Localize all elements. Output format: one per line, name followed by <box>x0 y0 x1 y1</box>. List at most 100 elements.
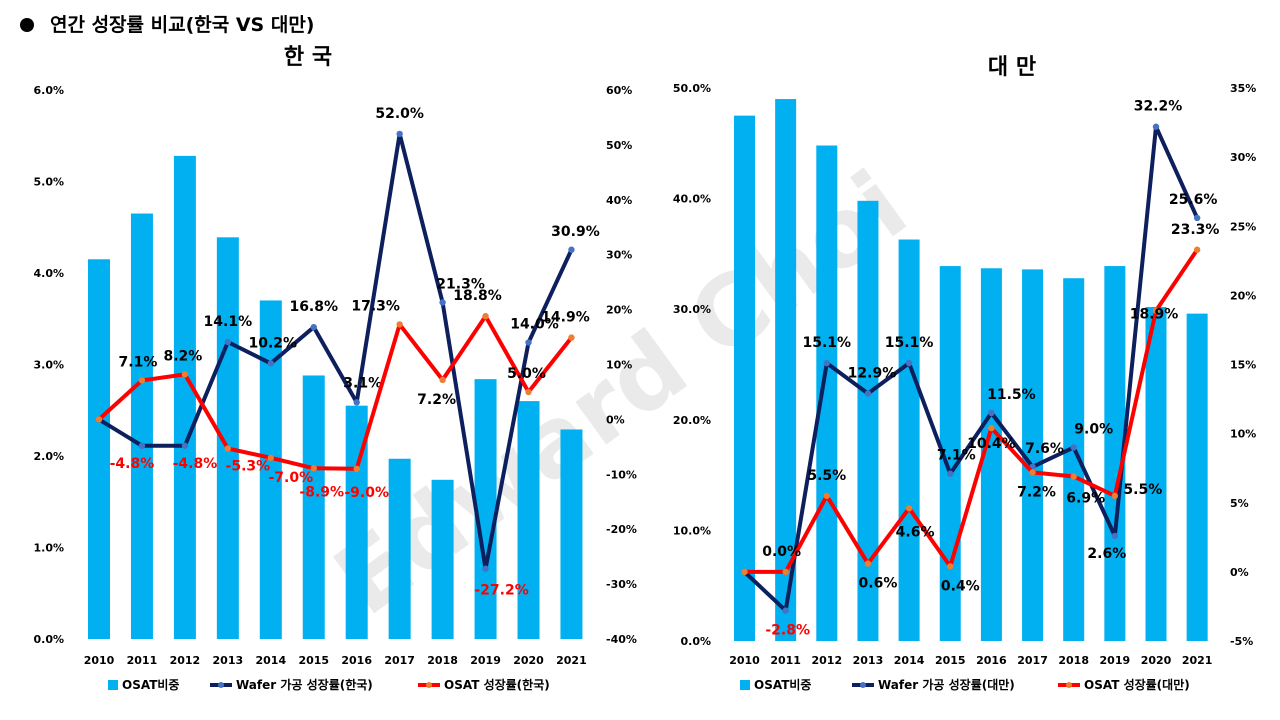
osat-point <box>782 568 789 576</box>
wafer-point <box>823 359 830 367</box>
osat-growth-line <box>744 248 1199 574</box>
osat-data-label: 18.8% <box>453 288 502 304</box>
x-tick-label: 2011 <box>770 654 801 667</box>
x-tick-label: 2013 <box>853 654 884 667</box>
x-tick-label: 2012 <box>811 654 842 667</box>
x-tick-label: 2017 <box>384 654 415 667</box>
page-title: 연간 성장률 비교(한국 VS 대만) <box>20 10 315 37</box>
y-left-tick-label: 3.0% <box>33 359 64 372</box>
wafer-data-label: 32.2% <box>1134 99 1183 115</box>
x-tick-label: 2021 <box>556 654 587 667</box>
legend-marker <box>426 682 432 688</box>
wafer-data-label: 30.9% <box>551 224 600 240</box>
y-right-tick-label: 20% <box>606 304 632 317</box>
y-left-tick-label: 0.0% <box>33 633 64 646</box>
osat-growth-line <box>97 314 574 471</box>
osat-point <box>905 505 913 512</box>
wafer-data-label: 7.1% <box>937 448 976 464</box>
bar <box>130 213 153 639</box>
bar <box>980 268 1002 641</box>
wafer-growth-line <box>97 131 574 571</box>
osat-data-label: 7.1% <box>119 354 158 370</box>
x-tick-label: 2020 <box>513 654 544 667</box>
wafer-point <box>864 390 872 397</box>
y-left-tick-label: 0.0% <box>680 635 711 648</box>
chart-title: 대 만 <box>988 55 1036 80</box>
osat-data-label: 23.3% <box>1171 222 1220 238</box>
osat-data-label: 7.2% <box>1017 484 1056 500</box>
legend-bar-swatch <box>740 680 750 690</box>
wafer-data-label: 12.9% <box>848 366 897 382</box>
osat-point <box>95 416 103 423</box>
y-left-tick-label: 30.0% <box>673 303 711 316</box>
y-right-tick-label: 40% <box>606 194 632 207</box>
y-right-tick-label: 35% <box>1230 82 1256 95</box>
osat-point <box>947 563 954 570</box>
osat-point <box>741 568 748 576</box>
chart-taiwan: 대 만 0.0% 10.0% 20.0% 30.0% 40.0% 50.0% -5% 0% 5% 1… <box>673 55 1257 692</box>
y-right-tick-label: -20% <box>606 523 637 536</box>
wafer-point <box>1111 532 1119 540</box>
legend-item: OSAT비중 <box>108 677 179 692</box>
x-tick-label: 2013 <box>213 654 244 667</box>
y-right-tick-label: 50% <box>606 139 632 152</box>
osat-point <box>396 321 403 328</box>
bar <box>302 375 325 639</box>
osat-point <box>988 424 995 432</box>
wafer-point <box>439 299 446 306</box>
y-right-tick-label: -40% <box>606 633 637 646</box>
y-left-tick-label: 50.0% <box>673 82 711 95</box>
osat-point <box>353 465 360 473</box>
osat-point <box>224 445 232 452</box>
wafer-data-label: 14.0% <box>510 317 559 333</box>
osat-point <box>1111 492 1119 500</box>
legend-item: OSAT 성장률(대만) <box>1058 677 1190 692</box>
y-right-tick-label: 5% <box>1230 497 1249 510</box>
legend-marker <box>1066 682 1072 688</box>
bar <box>474 379 497 639</box>
legend-label: Wafer 가공 성장률(한국) <box>236 677 373 692</box>
bar <box>216 237 239 639</box>
osat-data-label: -5.3% <box>226 458 271 474</box>
bar <box>88 259 110 639</box>
osat-data-label: 0.4% <box>941 578 980 594</box>
x-tick-label: 2010 <box>729 654 760 667</box>
x-tick-label: 2021 <box>1182 654 1213 667</box>
bar <box>560 429 583 639</box>
x-tick-label: 2018 <box>1058 654 1089 667</box>
bar <box>1063 278 1085 641</box>
y-left-tick-label: 1.0% <box>33 542 64 555</box>
legend-label: OSAT비중 <box>122 677 179 692</box>
osat-data-label: 10.4% <box>967 436 1016 452</box>
osat-data-label: 18.9% <box>1130 307 1179 323</box>
bar <box>517 401 540 639</box>
wafer-point <box>267 360 274 367</box>
bullet-dot-icon <box>20 18 34 32</box>
x-tick-label: 2011 <box>127 654 158 667</box>
wafer-point <box>568 246 575 253</box>
x-tick-label: 2017 <box>1017 654 1048 667</box>
bar <box>173 155 196 639</box>
legend-item: OSAT 성장률(한국) <box>418 677 550 692</box>
wafer-point <box>396 130 403 138</box>
osat-data-label: 14.9% <box>541 310 590 326</box>
wafer-point <box>1152 123 1160 130</box>
wafer-point <box>905 359 913 367</box>
osat-point <box>1029 469 1036 476</box>
wafer-point <box>782 607 789 614</box>
wafer-data-label: 25.6% <box>1169 192 1218 208</box>
osat-data-label: 4.6% <box>896 524 935 540</box>
osat-data-label: 5.0% <box>507 366 546 382</box>
legend-item: Wafer 가공 성장률(한국) <box>210 677 373 692</box>
osat-point <box>1152 307 1160 314</box>
wafer-data-label: 15.1% <box>803 335 852 351</box>
wafer-point <box>181 442 189 449</box>
legend-label: OSAT 성장률(한국) <box>444 677 550 692</box>
osat-data-label: -7.0% <box>268 470 313 486</box>
bar <box>734 115 755 641</box>
y-right-tick-label: 30% <box>606 249 632 262</box>
osat-point <box>482 312 489 320</box>
osat-point <box>525 388 532 396</box>
